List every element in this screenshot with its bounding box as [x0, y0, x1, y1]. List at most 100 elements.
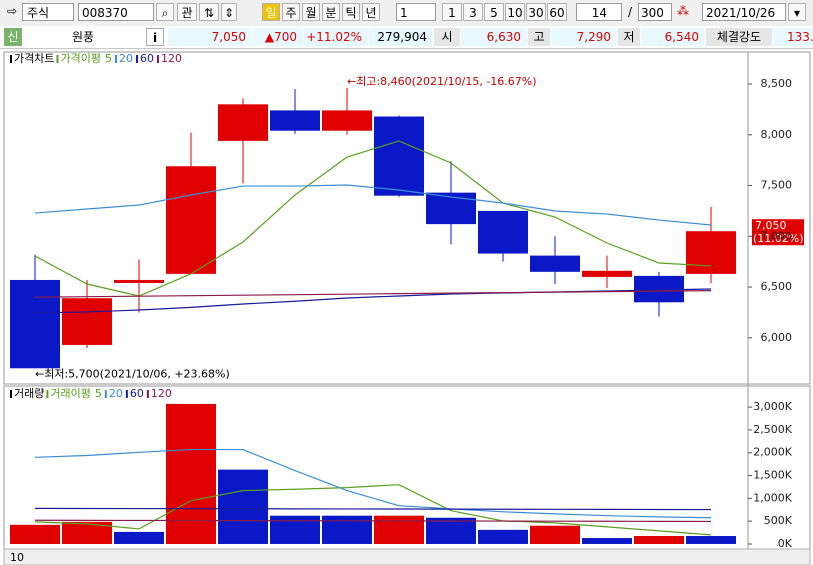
open: 6,630: [461, 28, 527, 46]
high-label: 고: [528, 28, 550, 46]
volume-bar: [686, 535, 736, 544]
legend-marker: [114, 55, 117, 63]
y-tick-label: 2,000K: [753, 446, 792, 459]
total-input[interactable]: 300: [638, 3, 672, 21]
low-label: 저: [618, 28, 640, 46]
volume-bar: [270, 515, 320, 544]
interval-button[interactable]: 60: [547, 3, 567, 21]
legend-entry: 5: [105, 52, 112, 65]
volume-bar: [426, 517, 476, 544]
info-button[interactable]: i: [146, 28, 164, 46]
legend-marker: [10, 55, 12, 63]
legend-entry: 60: [130, 387, 144, 400]
legend-ma-title: 가격이평: [60, 52, 100, 65]
period-button[interactable]: 일: [262, 3, 280, 21]
market-select[interactable]: 주식: [22, 3, 74, 21]
separator: /: [627, 5, 633, 19]
candle-body: [530, 255, 580, 272]
y-tick-label: 1,000K: [753, 491, 792, 504]
volume-bar: [114, 531, 164, 544]
legend-title: 거래량: [14, 387, 44, 400]
legend-marker: [125, 390, 128, 398]
strength-label: 체결강도: [706, 28, 772, 46]
ma-line: [34, 184, 712, 226]
y-tick-label: 0K: [778, 537, 793, 550]
y-tick-label: 7,500: [761, 179, 793, 192]
interval-button[interactable]: 1: [442, 3, 462, 21]
interval-button[interactable]: 30: [526, 3, 546, 21]
interval-button[interactable]: 5: [484, 3, 504, 21]
interval-select[interactable]: 1: [396, 3, 436, 21]
low-annotation: ←최저:5,700(2021/10/06, +23.68%): [35, 367, 230, 380]
volume-bar: [10, 524, 60, 544]
price-panel: [3, 51, 811, 385]
code-input[interactable]: 008370: [78, 3, 154, 21]
y-tick-label: 7,000: [761, 229, 793, 242]
legend-entry: 60: [140, 52, 154, 65]
period-button[interactable]: 년: [362, 3, 380, 21]
legend-entry: 120: [161, 52, 182, 65]
legend-entry: 5: [95, 387, 102, 400]
candle-body: [478, 210, 528, 254]
volume-bar: [374, 515, 424, 544]
date-input[interactable]: 2021/10/26: [702, 3, 786, 21]
candle-body: [374, 116, 424, 196]
candle-body: [10, 279, 60, 369]
watch-button[interactable]: 관: [177, 3, 197, 21]
ma-line: [34, 140, 712, 297]
ma-line: [34, 519, 712, 523]
low: 6,540: [641, 28, 705, 46]
ma-line: [34, 507, 712, 511]
last-rate: (11.02%): [753, 232, 804, 245]
change: ▲700: [253, 28, 303, 46]
candle-body: [426, 192, 476, 225]
count-input[interactable]: 14: [576, 3, 622, 21]
candle-body: [270, 110, 320, 131]
info-bar: 신 원풍 i 7,050 ▲700 +11.02% 279,904 시 6,63…: [0, 26, 813, 49]
volume: 279,904: [369, 28, 433, 46]
interval-button[interactable]: 3: [463, 3, 483, 21]
period-button[interactable]: 분: [322, 3, 340, 21]
y-tick-label: 500K: [764, 514, 793, 527]
calendar-button[interactable]: ▾: [788, 3, 806, 21]
volume-bar: [582, 538, 632, 544]
volume-bar: [530, 525, 580, 544]
legend-entry: 20: [119, 52, 133, 65]
candle-body: [114, 279, 164, 283]
legend-marker: [10, 390, 12, 398]
period-button[interactable]: 월: [302, 3, 320, 21]
rate: +11.02%: [304, 28, 368, 46]
zoom-icon[interactable]: ⁂: [677, 4, 689, 18]
search-button[interactable]: ⌕: [156, 3, 174, 21]
chart-area: 10 가격차트 가격이평 5 20 60 120 ←최고:8,460(2021/10/15,…: [3, 51, 811, 565]
high-annotation: ←최고:8,460(2021/10/15, -16.67%): [347, 75, 537, 88]
legend-marker: [135, 55, 138, 63]
candle-body: [218, 104, 268, 141]
scroll-label: 10: [10, 551, 24, 564]
candle-body: [686, 231, 736, 274]
badge: 신: [4, 28, 22, 46]
menu-icon[interactable]: ⇨: [6, 4, 18, 18]
volume-bar: [166, 403, 216, 544]
scroll-bar[interactable]: [3, 548, 811, 565]
candle-body: [582, 270, 632, 277]
y-tick-label: 1,500K: [753, 469, 792, 482]
strength: 133.7: [773, 28, 813, 46]
last-price-box: [752, 219, 804, 246]
legend-title: 가격차트: [14, 52, 54, 65]
price: 7,050: [168, 28, 252, 46]
legend-entry: 20: [109, 387, 123, 400]
interval-button[interactable]: 10: [505, 3, 525, 21]
ma-line: [34, 290, 712, 298]
candle-body: [322, 110, 372, 131]
spin-button[interactable]: ⇕: [221, 3, 237, 21]
sync-button[interactable]: ⇅: [199, 3, 219, 21]
y-tick-label: 8,500: [761, 77, 793, 90]
legend-marker: [104, 390, 107, 398]
legend-ma-title: 거래이평: [50, 387, 90, 400]
legend-marker: [156, 55, 159, 63]
high: 7,290: [551, 28, 617, 46]
period-button[interactable]: 틱: [342, 3, 360, 21]
last-price: 7,050: [755, 219, 787, 232]
period-button[interactable]: 주: [282, 3, 300, 21]
